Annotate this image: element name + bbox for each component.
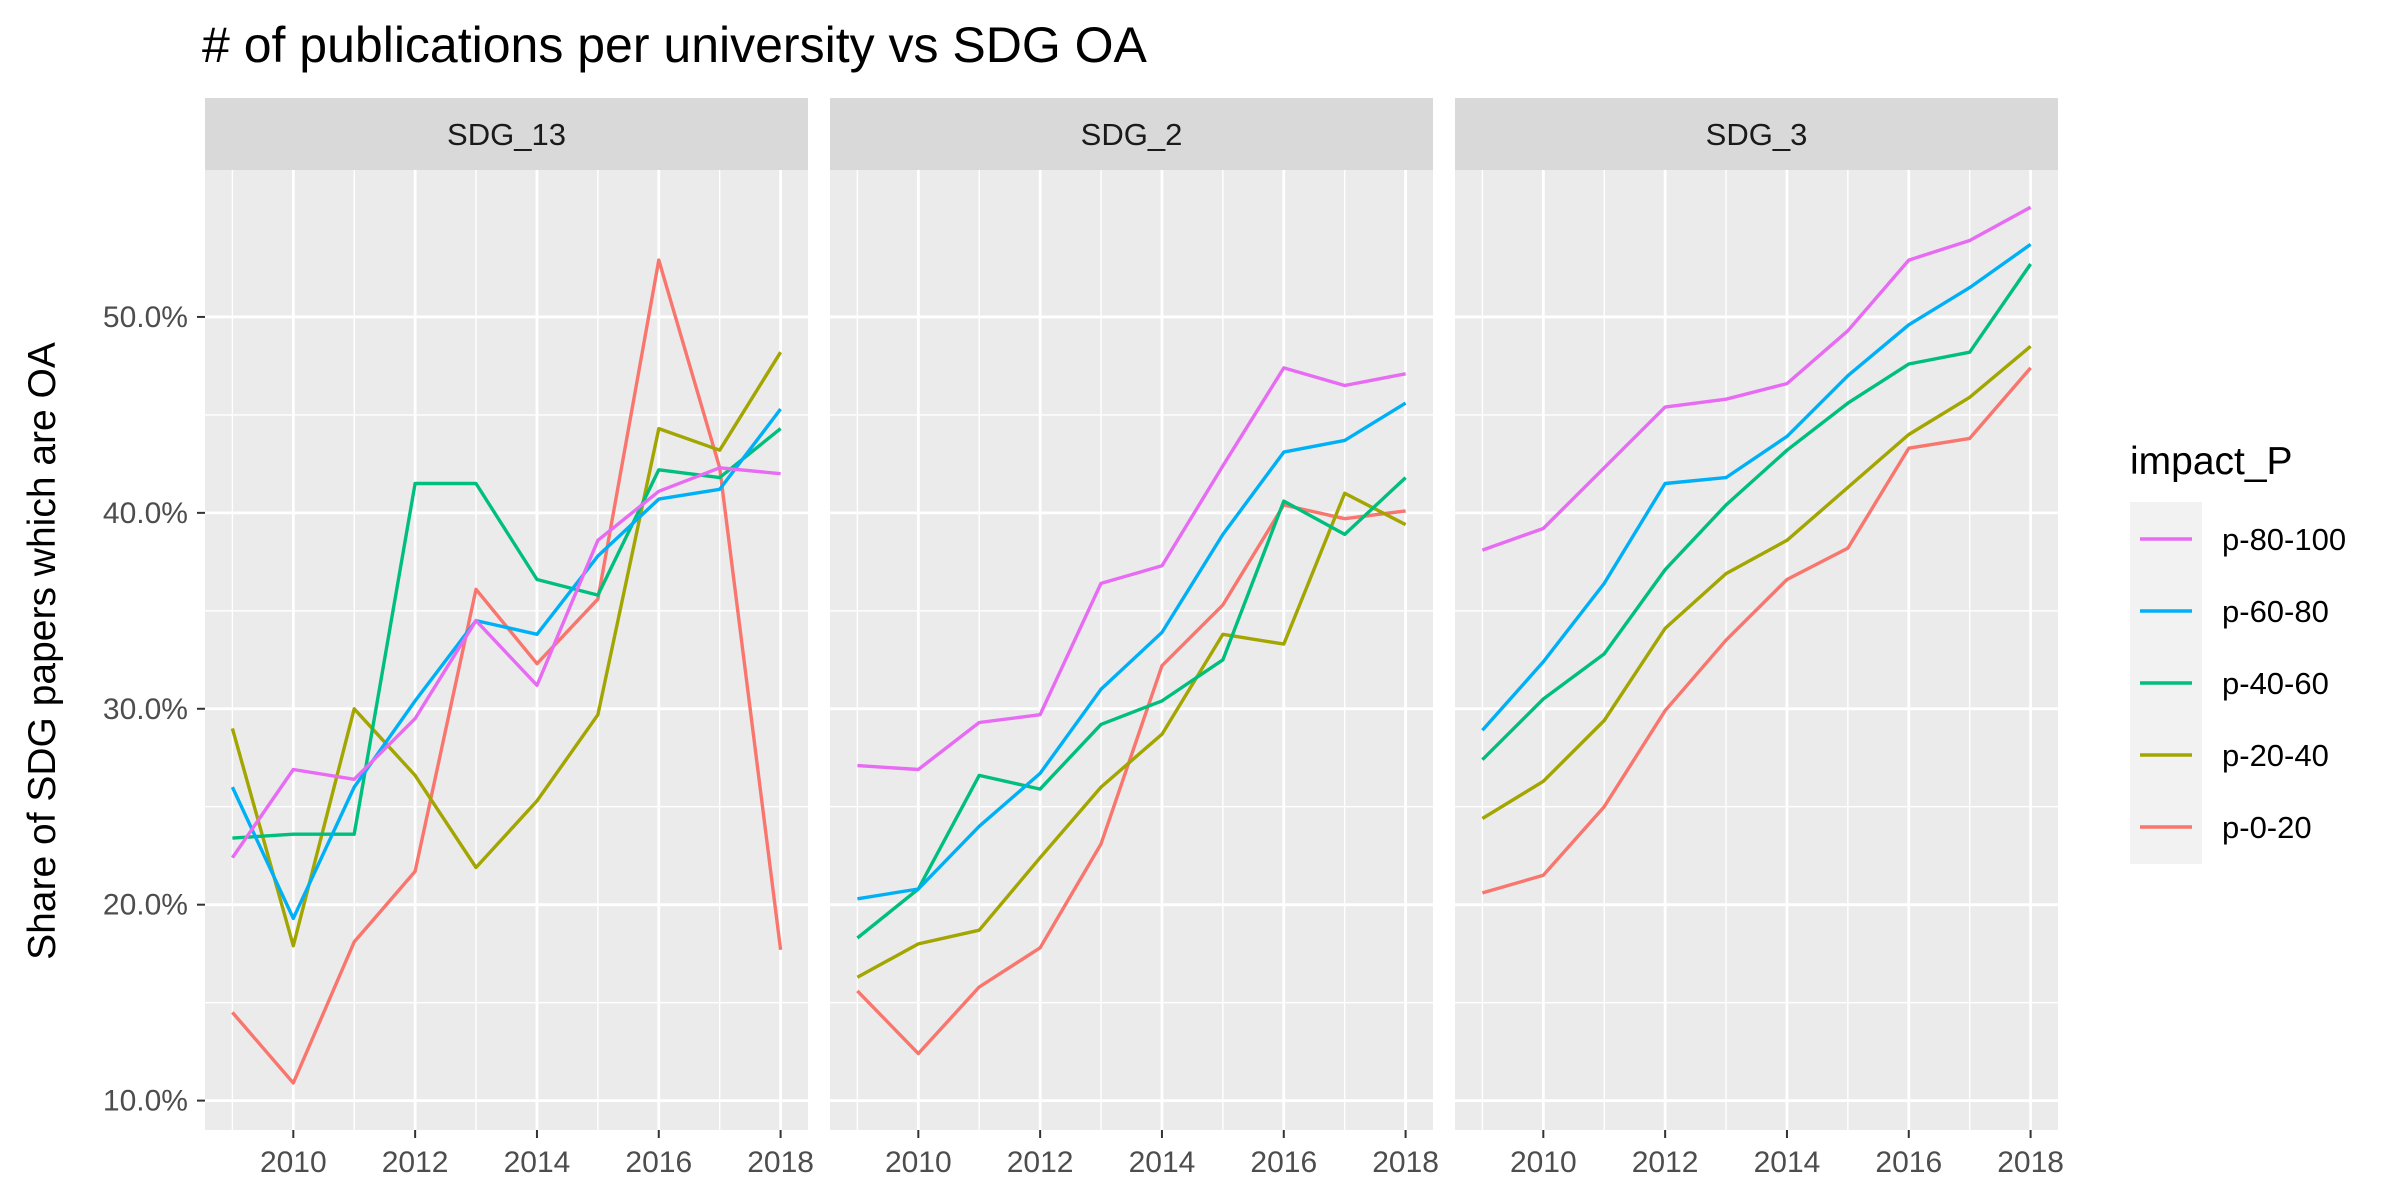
x-tick-label: 2016: [1250, 1146, 1317, 1179]
panel-background: [205, 170, 808, 1130]
y-tick-label: 10.0%: [103, 1085, 188, 1118]
series-line-p-0-20: [856, 503, 1406, 1056]
legend-label: p-80-100: [2222, 522, 2346, 557]
x-tick-label: 2016: [625, 1146, 692, 1179]
series-line-p-20-40: [1481, 344, 2032, 820]
facet-strip: [830, 98, 1433, 170]
facet-strip: [1455, 98, 2058, 170]
x-tick-label: 2018: [1997, 1146, 2064, 1179]
panel-background: [1455, 170, 2058, 1130]
x-tick-label: 2014: [1129, 1146, 1196, 1179]
y-tick-label: 30.0%: [103, 693, 188, 726]
y-tick-label: 40.0%: [103, 497, 188, 530]
series-line-p-0-20: [1481, 366, 2032, 895]
series-line-p-40-60: [1481, 263, 2032, 761]
facet-strip-label: SDG_3: [1706, 117, 1808, 152]
chart-title: # of publications per university vs SDG …: [202, 17, 1147, 73]
y-axis-label: Share of SDG papers which are OA: [21, 342, 64, 960]
legend-label: p-40-60: [2222, 666, 2329, 701]
y-tick-label: 50.0%: [103, 301, 188, 334]
legend-items: p-80-100 p-60-80 p-40-60 p-20-40 p-0-20: [2140, 522, 2346, 845]
series-line-p-80-100: [231, 466, 781, 859]
series-line-p-80-100: [857, 366, 1406, 772]
facet-panel: SDG_2 2010 2012 2014 2016 2018: [830, 98, 1439, 1179]
x-tick-label: 2018: [1372, 1146, 1439, 1179]
legend-label: p-20-40: [2222, 738, 2329, 773]
legend-label: p-60-80: [2222, 594, 2329, 629]
series-line-p-60-80: [1481, 243, 2032, 732]
x-tick-label: 2014: [504, 1146, 571, 1179]
x-tick-label: 2010: [260, 1146, 327, 1179]
facet-strip-label: SDG_13: [447, 117, 566, 152]
series-line-p-40-60: [232, 427, 782, 840]
series-line-p-20-40: [230, 351, 783, 948]
y-axis-ticks: 10.0% 20.0% 30.0% 40.0% 50.0%: [103, 301, 205, 1118]
x-tick-label: 2010: [1510, 1146, 1577, 1179]
x-tick-label: 2014: [1754, 1146, 1821, 1179]
facet-panels: SDG_13 2010 2012 2014 2016 2018 SDG_2 2010 2012 2…: [205, 98, 2064, 1179]
series-line-p-40-60: [856, 476, 1407, 940]
x-tick-label: 2012: [382, 1146, 449, 1179]
series-line-p-80-100: [1481, 205, 2032, 552]
series-line-p-20-40: [856, 491, 1407, 979]
facet-strip: [205, 98, 808, 170]
x-tick-label: 2016: [1875, 1146, 1942, 1179]
facet-panel: SDG_13 2010 2012 2014 2016 2018: [205, 98, 814, 1179]
legend: impact_P p-80-100p-60-80p-40-60p-20-40p-…: [2130, 440, 2346, 864]
facet-strip-label: SDG_2: [1081, 117, 1183, 152]
x-tick-label: 2012: [1007, 1146, 1074, 1179]
facet-panel: SDG_3 2010 2012 2014 2016 2018: [1455, 98, 2064, 1179]
x-tick-label: 2018: [747, 1146, 814, 1179]
legend-title: impact_P: [2130, 440, 2293, 483]
y-tick-label: 20.0%: [103, 889, 188, 922]
x-tick-label: 2012: [1632, 1146, 1699, 1179]
x-tick-label: 2010: [885, 1146, 952, 1179]
panel-background: [830, 170, 1433, 1130]
series-line-p-60-80: [857, 401, 1407, 901]
series-line-p-60-80: [230, 407, 782, 921]
legend-label: p-0-20: [2222, 810, 2312, 845]
